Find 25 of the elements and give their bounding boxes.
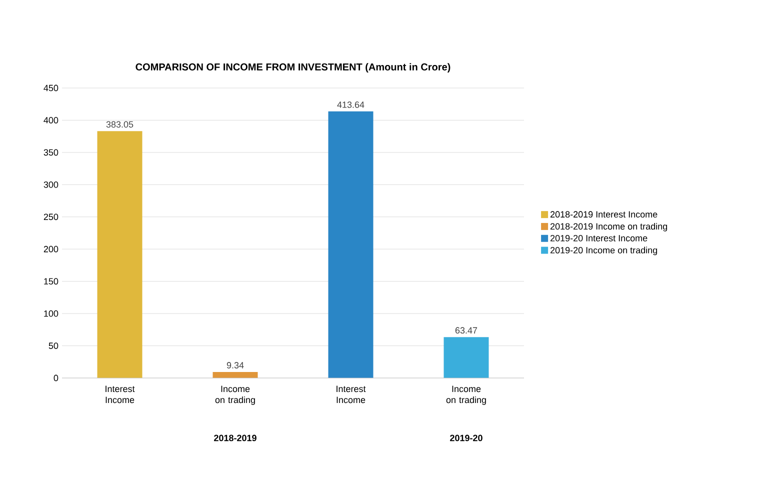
y-tick-label: 0 — [54, 374, 58, 382]
legend-label: 2019-20 Interest Income — [550, 234, 648, 242]
y-tick-label: 400 — [44, 117, 58, 124]
y-tick-label: 50 — [48, 342, 58, 349]
y-tick-label: 300 — [44, 181, 58, 188]
y-tick-label: 200 — [44, 246, 58, 252]
y-tick-label: 100 — [44, 310, 58, 317]
chart-title: COMPARISON OF INCOME FROM INVESTMENT (Amount in Crore) — [136, 63, 450, 72]
text: 2018-2019 — [214, 434, 256, 442]
x-tick-label: Interest Income — [336, 386, 366, 404]
y-tick-label: 450 — [44, 84, 58, 92]
y-tick-label: 250 — [44, 214, 58, 220]
text: 2019-20 — [450, 434, 482, 442]
x-tick-label: Income on trading — [446, 386, 486, 405]
y-tick-label: 350 — [44, 149, 58, 156]
data-label: 9.34 — [226, 362, 244, 368]
data-label: 63.47 — [455, 327, 478, 334]
data-label: 383.05 — [106, 121, 134, 128]
legend-label: 2018-2019 Income on trading — [550, 222, 668, 232]
legend-label: 2019-20 Income on trading — [550, 246, 658, 256]
x-tick-label: Income on trading — [215, 386, 255, 405]
y-tick-label: 150 — [44, 278, 58, 285]
data-label: 413.64 — [337, 102, 364, 108]
x-tick-label: Interest Income — [106, 386, 135, 404]
legend-label: 2018-2019 Interest Income — [550, 211, 658, 218]
